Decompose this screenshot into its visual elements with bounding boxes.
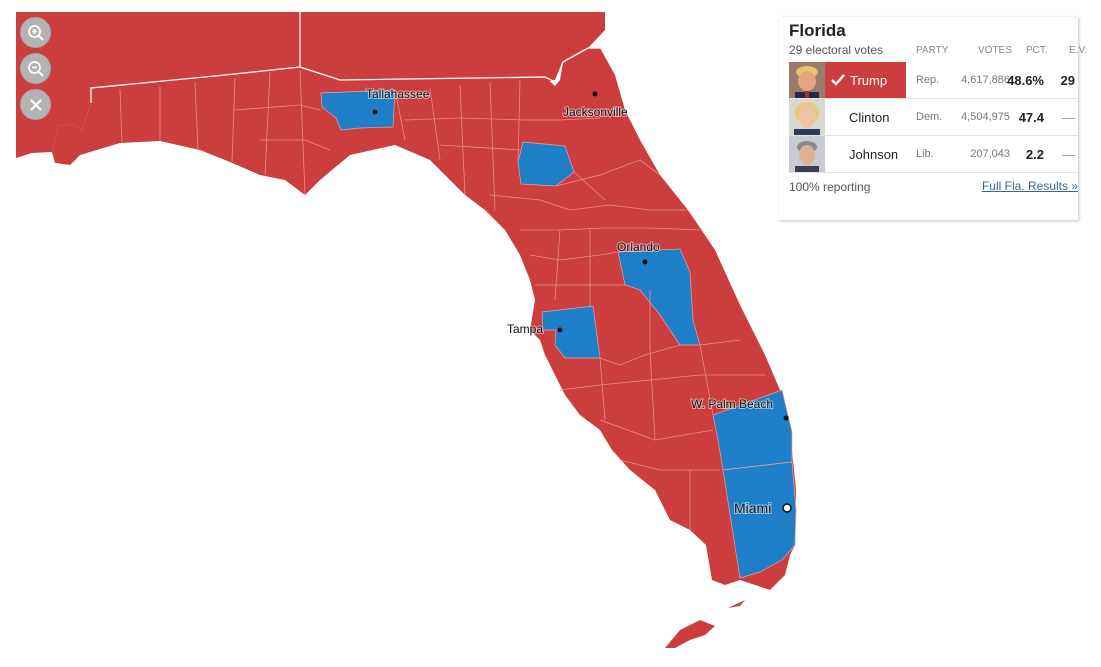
results-panel: Florida 29 electoral votes PARTY VOTES P… [779, 17, 1087, 220]
city-dot-tallahassee [372, 109, 378, 115]
candidate-pct: 47.4 [1018, 110, 1044, 125]
dem-counties [320, 89, 797, 579]
candidate-row-johnson: Johnson Lib. 207,043 2.2 — [789, 136, 1088, 173]
close-map-button[interactable] [20, 89, 51, 120]
zoom-out-button[interactable] [20, 53, 51, 84]
neighbor-states-region [16, 12, 605, 158]
city-ring-miami [782, 503, 792, 513]
city-label-orlando: Orlando [617, 240, 660, 254]
city-markers: Tallahassee Jacksonville Orlando Tampa W… [365, 86, 792, 517]
florida-keys [665, 600, 745, 648]
candidate-name-cell-trump: Trump [825, 62, 906, 98]
full-results-link[interactable]: Full Fla. Results » [981, 179, 1078, 193]
city-label-jacksonville: Jacksonville [563, 105, 628, 119]
candidate-row-trump: Trump Rep. 4,617,886 48.6% 29 [789, 62, 1088, 99]
close-icon [29, 98, 42, 111]
zoom-out-icon [27, 60, 44, 77]
zoom-in-icon [27, 24, 44, 41]
candidate-name: Trump [850, 72, 888, 88]
city-label-tampa: Tampa [507, 322, 543, 336]
zoom-in-button[interactable] [20, 17, 51, 48]
candidate-pct: 2.2 [1025, 147, 1044, 162]
candidate-ev: 29 [1060, 73, 1075, 88]
candidate-party: Lib. [916, 148, 934, 160]
reporting-status: 100% reporting [789, 180, 871, 194]
city-label-west-palm-beach: W. Palm Beach [691, 397, 773, 411]
candidate-votes: 207,043 [970, 148, 1010, 160]
city-dot-orlando [642, 259, 648, 265]
county-broward-miami-dade[interactable] [722, 461, 797, 579]
candidate-party: Rep. [916, 74, 940, 86]
city-dot-tampa [557, 327, 563, 333]
county-leon[interactable] [320, 89, 396, 131]
candidate-name-cell-clinton: Clinton [825, 99, 906, 135]
candidate-votes: 4,617,886 [961, 74, 1010, 86]
city-dot-jacksonville [592, 91, 598, 97]
city-label-tallahassee: Tallahassee [366, 87, 430, 101]
candidate-ev: — [1062, 110, 1075, 125]
candidate-ev: — [1062, 147, 1075, 162]
candidate-name-cell-johnson: Johnson [825, 136, 906, 172]
column-header-pct: PCT. [1026, 45, 1048, 56]
row-divider [789, 135, 1078, 136]
candidate-party: Dem. [916, 111, 943, 123]
column-header-party: PARTY [916, 45, 949, 56]
candidate-row-clinton: Clinton Dem. 4,504,975 47.4 — [789, 99, 1088, 136]
state-boundary-lines [90, 12, 605, 103]
candidate-name: Johnson [849, 146, 899, 162]
row-divider [789, 172, 1078, 173]
candidate-name: Clinton [849, 109, 890, 125]
city-label-miami: Miami [734, 500, 771, 516]
county-borders [119, 69, 765, 530]
candidate-photo-trump [789, 62, 825, 98]
candidate-votes: 4,504,975 [961, 111, 1010, 123]
electoral-votes-subtitle: 29 electoral votes [789, 43, 884, 57]
candidate-pct: 48.6% [1007, 73, 1044, 88]
row-divider [789, 98, 1078, 99]
column-header-ev: E.V. [1069, 45, 1087, 56]
county-hillsborough-pinellas[interactable] [541, 305, 601, 359]
city-dot-west-palm-beach [783, 415, 789, 421]
candidate-photo-johnson [789, 136, 825, 172]
checkmark-icon [831, 74, 845, 86]
column-header-votes: VOTES [978, 45, 1012, 56]
candidate-photo-clinton [789, 99, 825, 135]
state-title: Florida [789, 21, 846, 40]
florida-state-shape [52, 48, 796, 590]
